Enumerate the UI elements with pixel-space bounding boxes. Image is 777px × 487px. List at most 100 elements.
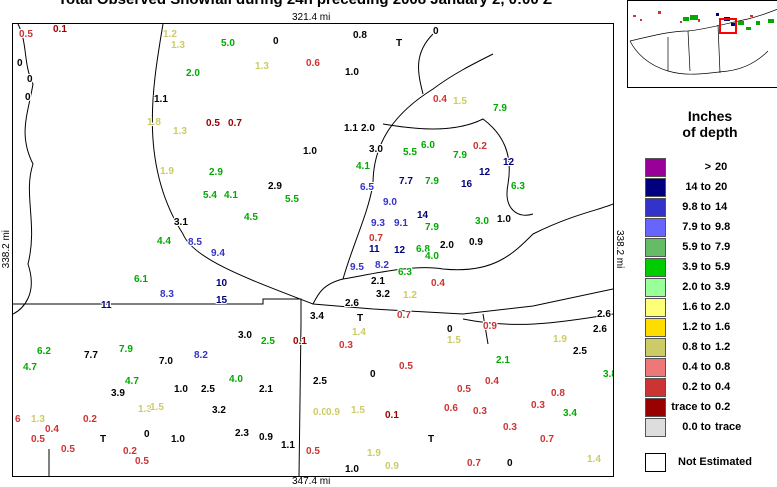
observation-label: 0	[447, 324, 453, 335]
observation-label: 5.0	[221, 38, 235, 49]
observation-label: 12	[394, 245, 406, 256]
observation-label: 8.3	[160, 289, 174, 300]
observation-label: 0.3	[531, 400, 545, 411]
legend-swatch	[645, 178, 666, 197]
observation-label: 0.5	[135, 456, 149, 467]
legend-swatch	[645, 378, 666, 397]
observation-label: 0.7	[228, 118, 242, 129]
legend-to: 3.9	[715, 281, 731, 293]
observation-label: 7.9	[119, 344, 133, 355]
legend-from: 7.9 to	[682, 221, 711, 233]
observation-label: 5.5	[285, 194, 299, 205]
legend-to: 2.0	[715, 301, 731, 313]
observation-label: 1.9	[160, 166, 174, 177]
observation-label: 2.1	[371, 276, 385, 287]
observation-label: 1.0	[174, 384, 188, 395]
observation-label: 2.6	[597, 309, 611, 320]
observation-label: 0.5	[399, 361, 413, 372]
observation-label: 1.0	[303, 146, 317, 157]
observation-label: 0.7	[369, 233, 383, 244]
observation-label: 9.3	[371, 218, 385, 229]
observation-label: 0.8	[353, 30, 367, 41]
legend-swatch	[645, 218, 666, 237]
observation-label: 15	[216, 295, 228, 306]
observation-label: 11	[369, 244, 380, 255]
observation-label: 9.0	[383, 197, 397, 208]
observation-label: 0.5	[61, 444, 75, 455]
observation-label: 3.4	[310, 311, 324, 322]
observation-label: 6.1	[134, 274, 148, 285]
observation-label: 2.6	[345, 298, 359, 309]
legend-to: 20	[715, 161, 728, 173]
observation-label: 1.8	[147, 117, 161, 128]
observation-label: 0.4	[431, 278, 445, 289]
legend-swatch	[645, 158, 666, 177]
observation-label: 9.4	[211, 248, 225, 259]
legend-from: 0.2 to	[682, 381, 711, 393]
legend-swatch	[645, 338, 666, 357]
observation-label: 0.2	[123, 446, 137, 457]
observation-label: 1.0	[345, 67, 359, 78]
observation-label: 3.0	[475, 216, 489, 227]
observation-label: 2.3	[235, 428, 249, 439]
right-dimension-label: 338.2 mi	[614, 230, 625, 269]
observation-label: 2.0	[440, 240, 454, 251]
observation-label: 1.0	[345, 464, 359, 475]
observation-label: 1.2	[163, 29, 177, 40]
legend-from: 9.8 to	[682, 201, 711, 213]
observation-label: 0	[27, 74, 33, 85]
legend-swatch	[645, 238, 666, 257]
observation-label: 2.0	[361, 123, 375, 134]
observation-label: 0.4	[45, 424, 59, 435]
observation-label: 4.4	[157, 236, 171, 247]
observation-label: 7.9	[425, 222, 439, 233]
observation-label: 1.3	[255, 61, 269, 72]
observation-label: 2.9	[209, 167, 223, 178]
observation-label: 3.2	[212, 405, 226, 416]
observation-label: T	[428, 434, 435, 445]
observation-label: 1.5	[447, 335, 461, 346]
left-dimension-label: 338.2 mi	[1, 230, 12, 269]
locator-map-graphic	[629, 9, 777, 75]
observation-label: 3.1	[174, 217, 188, 228]
observation-label: 1.0	[497, 214, 511, 225]
observation-label: 0	[144, 429, 150, 440]
observation-label: 0.5	[457, 384, 471, 395]
legend-swatch	[645, 398, 666, 417]
observation-label: 0.2	[473, 141, 487, 152]
observation-label: 8.5	[188, 237, 202, 248]
observation-label: 0.9	[326, 407, 340, 418]
legend-from: >	[704, 161, 711, 173]
legend-to: 5.9	[715, 261, 731, 273]
observation-label: 14	[417, 210, 429, 221]
observation-label: 5.4	[203, 190, 217, 201]
observation-label: 0	[273, 36, 279, 47]
legend-to: 14	[715, 201, 728, 213]
observation-label: 1.9	[367, 448, 381, 459]
observation-label: 2.5	[573, 346, 587, 357]
legend-title-line1: Inches	[687, 108, 733, 124]
observation-label: 6.0	[421, 140, 435, 151]
map-boundaries	[13, 24, 613, 476]
observation-label: 1.1	[281, 440, 295, 451]
observation-label: 0.7	[540, 434, 554, 445]
observation-label: 0.9	[469, 237, 483, 248]
observation-label: 0.4	[433, 94, 447, 105]
legend-swatch	[645, 258, 666, 277]
legend-swatch	[645, 418, 666, 437]
observation-label: 0.0	[313, 407, 327, 418]
legend-title-line2: of depth	[682, 124, 738, 140]
observation-label: 3.4	[563, 408, 577, 419]
legend-to: 20	[715, 181, 728, 193]
observation-label: 2.5	[201, 384, 215, 395]
observation-label: 6.5	[360, 182, 374, 193]
observation-label: 7.9	[493, 103, 507, 114]
legend-to: 7.9	[715, 241, 731, 253]
observation-label: 6.2	[37, 346, 51, 357]
observation-label: 2.5	[261, 336, 275, 347]
observation-label: 1.3	[138, 404, 152, 415]
observation-label: 0.5	[31, 434, 45, 445]
observation-label: 3.8	[603, 369, 613, 380]
observation-label: 0.7	[397, 310, 411, 321]
observation-label: 1.4	[587, 454, 601, 465]
